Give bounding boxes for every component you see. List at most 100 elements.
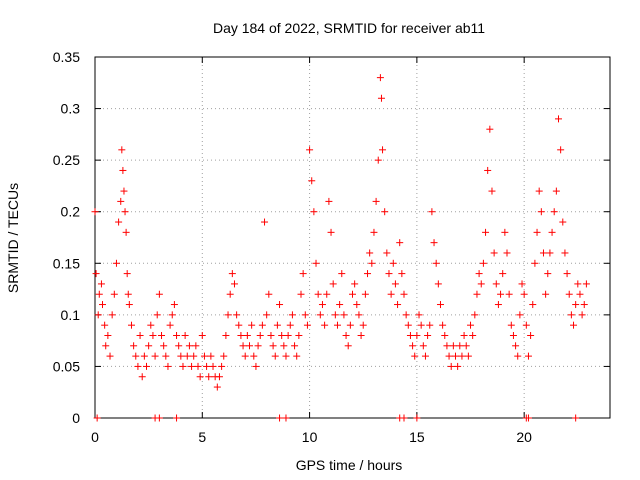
data-point <box>278 331 286 339</box>
data-point <box>196 373 204 381</box>
y-tick-label: 0.15 <box>53 255 80 271</box>
data-point <box>284 331 292 339</box>
data-point <box>381 208 389 216</box>
data-point <box>95 290 103 298</box>
data-point <box>314 290 322 298</box>
data-point <box>295 331 303 339</box>
data-point <box>173 331 181 339</box>
data-point <box>387 290 395 298</box>
data-point <box>153 311 161 319</box>
data-point <box>372 197 380 205</box>
data-point <box>578 311 586 319</box>
data-point <box>452 352 459 360</box>
data-point <box>130 342 138 350</box>
data-point <box>329 280 337 288</box>
data-point <box>104 331 112 339</box>
data-point <box>464 352 472 360</box>
data-point <box>467 321 475 329</box>
data-point <box>503 249 511 257</box>
data-point <box>482 228 490 236</box>
data-point <box>288 311 296 319</box>
data-point <box>385 270 393 278</box>
x-tick-label: 20 <box>516 429 532 445</box>
data-point <box>333 321 341 329</box>
data-point <box>454 362 462 370</box>
data-point <box>555 115 562 123</box>
data-point <box>190 352 198 360</box>
data-point <box>460 331 468 339</box>
axis-ticks: 0 0.05 0.1 0.15 0.2 0.25 0.3 0.35 0 5 10 15 20 <box>53 49 610 445</box>
data-point <box>145 342 153 350</box>
data-point <box>117 197 125 205</box>
data-point <box>469 331 477 339</box>
data-point <box>494 301 502 309</box>
data-point <box>383 249 391 257</box>
baseline-marker <box>155 414 163 422</box>
data-point <box>179 362 187 370</box>
data-point <box>267 331 275 339</box>
data-point <box>426 321 434 329</box>
data-point <box>230 280 238 288</box>
data-point <box>237 331 245 339</box>
data-point <box>243 331 251 339</box>
data-point <box>147 321 155 329</box>
data-point <box>394 301 402 309</box>
y-tick-label: 0.25 <box>53 152 80 168</box>
data-point <box>449 342 457 350</box>
data-point <box>175 342 183 350</box>
data-point <box>121 208 129 216</box>
data-point <box>539 249 547 257</box>
data-point <box>428 208 436 216</box>
data-point <box>213 383 221 391</box>
data-point <box>235 321 243 329</box>
data-point <box>331 311 339 319</box>
data-point <box>239 342 247 350</box>
data-point <box>563 270 571 278</box>
data-point <box>570 321 578 329</box>
data-point <box>561 249 569 257</box>
data-point <box>120 187 128 195</box>
data-point <box>215 373 223 381</box>
data-point <box>445 352 453 360</box>
data-point <box>531 259 539 267</box>
data-point <box>436 301 444 309</box>
data-point <box>143 362 150 370</box>
data-point <box>484 166 492 174</box>
data-point <box>256 331 264 339</box>
data-point <box>475 270 483 278</box>
data-point <box>490 249 498 257</box>
y-axis-title: SRMTID / TECUs <box>5 183 21 293</box>
data-point <box>505 290 513 298</box>
data-point <box>409 342 417 350</box>
data-point <box>514 352 522 360</box>
data-point <box>124 290 132 298</box>
data-point <box>368 259 376 267</box>
data-point <box>473 290 481 298</box>
y-tick-label: 0 <box>72 410 80 426</box>
data-point <box>160 342 168 350</box>
data-point <box>127 321 135 329</box>
data-point <box>524 352 532 360</box>
data-point <box>424 331 432 339</box>
data-point <box>125 301 133 309</box>
data-point <box>181 331 189 339</box>
data-point <box>377 94 385 102</box>
data-point <box>136 331 144 339</box>
data-point <box>582 280 590 288</box>
data-point <box>488 187 496 195</box>
data-point <box>512 342 520 350</box>
data-point <box>391 280 399 288</box>
data-point <box>222 331 230 339</box>
data-point <box>228 270 236 278</box>
gridlines <box>95 57 610 418</box>
data-point <box>122 228 130 236</box>
data-point <box>286 321 294 329</box>
data-point <box>102 342 110 350</box>
data-point <box>226 290 234 298</box>
data-point <box>565 290 573 298</box>
data-point <box>192 342 200 350</box>
data-point <box>101 321 109 329</box>
data-point <box>170 301 178 309</box>
data-point <box>552 187 560 195</box>
data-point <box>357 331 365 339</box>
